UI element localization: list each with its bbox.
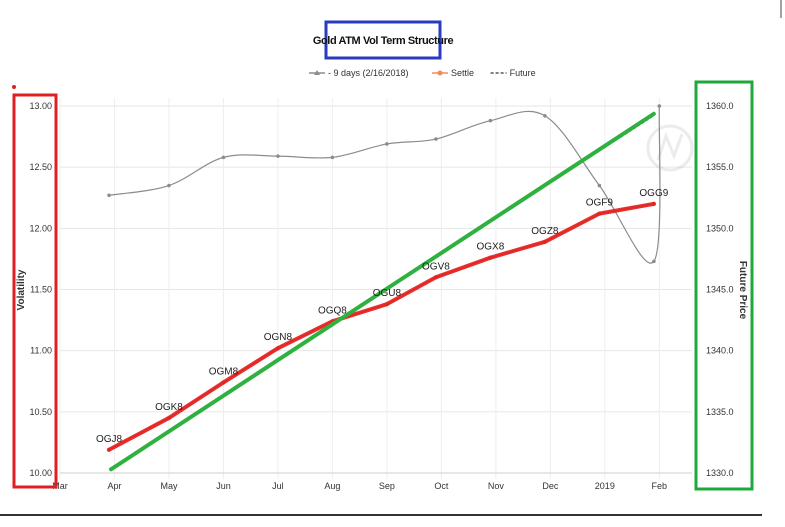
series-point-9days xyxy=(276,154,280,158)
series-point-9days xyxy=(543,113,547,118)
settle-highlight-stroke xyxy=(107,201,656,452)
settle-point-label: OGG9 xyxy=(639,188,668,199)
legend-marker xyxy=(314,70,320,75)
right-tick-label: 1330.0 xyxy=(706,468,734,478)
series-point-9days xyxy=(385,142,389,146)
right-tick-label: 1335.0 xyxy=(706,407,734,417)
right-tick-label: 1345.0 xyxy=(706,285,734,295)
settle-point-label: OGV8 xyxy=(422,261,450,272)
settle-point-label: OGM8 xyxy=(209,366,239,377)
right-tick-label: 1340.0 xyxy=(706,346,734,356)
watermark-logo xyxy=(646,124,694,172)
annotation-layer xyxy=(107,111,656,472)
x-tick-label: Nov xyxy=(488,481,505,491)
left-axis: 10.00 10.50 11.00 11.50 12.00 12.50 13.00 xyxy=(29,101,52,478)
settle-point-label: OGN8 xyxy=(264,332,293,343)
left-tick-label: 12.00 xyxy=(29,223,52,233)
legend-marker xyxy=(437,70,443,76)
x-tick-label: Oct xyxy=(434,481,449,491)
right-tick-label: 1355.0 xyxy=(706,162,734,172)
point-labels: OGJ8 OGK8 OGM8 OGN8 OGQ8 OGU8 OGV8 OGX8 OGZ8 OGF9… xyxy=(96,188,669,445)
x-tick-label: 2019 xyxy=(595,481,615,491)
x-tick-label: Sep xyxy=(379,481,395,491)
left-tick-label: 11.50 xyxy=(30,285,52,295)
series-point-9days xyxy=(107,193,111,198)
title-highlight-box xyxy=(324,20,442,60)
x-tick-label: Jun xyxy=(216,481,231,491)
series-point-9days xyxy=(221,155,226,160)
settle-point-label: OGQ8 xyxy=(318,305,347,316)
left-tick-label: 11.00 xyxy=(30,346,52,356)
settle-point-label: OGX8 xyxy=(477,242,505,253)
series-layer xyxy=(106,104,662,470)
x-tick-label: Mar xyxy=(52,481,68,491)
legend-label: Settle xyxy=(451,68,474,78)
series-point-9days xyxy=(434,137,438,141)
series-point-9days xyxy=(330,155,335,160)
right-tick-label: 1350.0 xyxy=(706,223,734,233)
series-point-9days xyxy=(597,183,602,188)
series-point-9days xyxy=(167,183,171,188)
series-point-9days xyxy=(657,104,662,108)
left-tick-label: 12.50 xyxy=(29,162,52,172)
x-tick-label: Dec xyxy=(542,481,559,491)
future-highlight-stroke xyxy=(109,111,656,472)
left-tick-label: 13.00 xyxy=(29,101,52,111)
x-tick-label: Apr xyxy=(107,481,121,491)
left-axis-highlight-box xyxy=(12,93,58,489)
legend-label: Future xyxy=(510,68,536,78)
right-tick-label: 1360.0 xyxy=(706,101,734,111)
settle-point-label: OGZ8 xyxy=(531,226,559,237)
x-tick-label: Feb xyxy=(652,481,668,491)
x-axis: Mar Apr May Jun Jul Aug Sep Oct Nov Dec 2019 Feb xyxy=(52,481,667,491)
settle-point-label: OGF9 xyxy=(586,198,614,209)
x-tick-label: Aug xyxy=(324,481,340,491)
series-point-9days xyxy=(488,118,493,123)
legend: - 9 days (2/16/2018) Settle Future xyxy=(309,68,536,78)
left-tick-label: 10.00 xyxy=(29,468,52,478)
settle-point-label: OGJ8 xyxy=(96,434,123,445)
series-point-9days xyxy=(652,259,656,264)
right-axis-highlight-box xyxy=(694,80,754,491)
series-line-settle xyxy=(108,203,654,451)
x-tick-label: May xyxy=(160,481,178,491)
settle-point-label: OGU8 xyxy=(373,288,402,299)
legend-label: - 9 days (2/16/2018) xyxy=(328,68,409,78)
x-tick-label: Jul xyxy=(272,481,284,491)
left-tick-label: 10.50 xyxy=(29,407,52,417)
chart-title: Gold ATM Vol Term Structure xyxy=(313,35,454,47)
right-axis: 1330.0 1335.0 1340.0 1345.0 1350.0 1355.0 1360… xyxy=(706,101,734,478)
grid xyxy=(59,98,692,479)
right-axis-title: Future Price xyxy=(737,261,748,320)
left-axis-title: Volatility xyxy=(16,269,27,310)
settle-point-label: OGK8 xyxy=(155,402,183,413)
red-dot-marker xyxy=(12,85,16,89)
series-line-9days xyxy=(108,105,661,264)
